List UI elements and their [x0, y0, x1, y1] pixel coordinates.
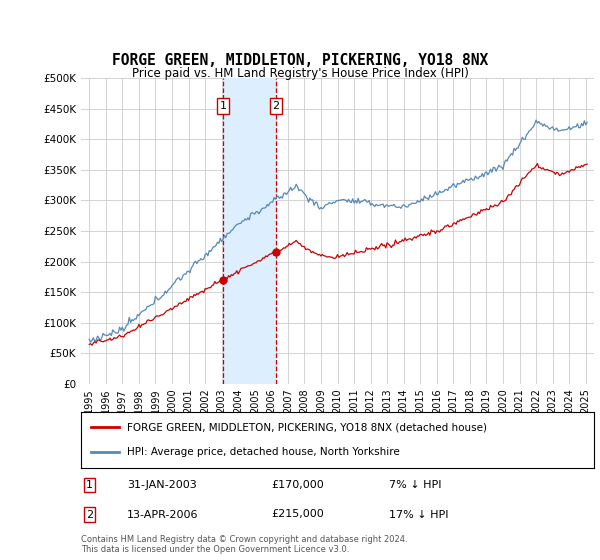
Text: 1: 1 [86, 480, 93, 490]
Text: £170,000: £170,000 [271, 480, 323, 490]
Text: 7% ↓ HPI: 7% ↓ HPI [389, 480, 442, 490]
Text: This data is licensed under the Open Government Licence v3.0.: This data is licensed under the Open Gov… [81, 544, 349, 554]
Text: FORGE GREEN, MIDDLETON, PICKERING, YO18 8NX: FORGE GREEN, MIDDLETON, PICKERING, YO18 … [112, 53, 488, 68]
Text: 2: 2 [86, 510, 93, 520]
Text: Price paid vs. HM Land Registry's House Price Index (HPI): Price paid vs. HM Land Registry's House … [131, 67, 469, 80]
Bar [223, 78, 276, 384]
Text: FORGE GREEN, MIDDLETON, PICKERING, YO18 8NX (detached house): FORGE GREEN, MIDDLETON, PICKERING, YO18 … [127, 422, 487, 432]
Text: Contains HM Land Registry data © Crown copyright and database right 2024.: Contains HM Land Registry data © Crown c… [81, 535, 407, 544]
Text: 2: 2 [272, 101, 280, 111]
Text: 31-JAN-2003: 31-JAN-2003 [127, 480, 197, 490]
Text: HPI: Average price, detached house, North Yorkshire: HPI: Average price, detached house, Nort… [127, 447, 400, 457]
Text: 17% ↓ HPI: 17% ↓ HPI [389, 510, 448, 520]
Text: 1: 1 [220, 101, 226, 111]
Text: 13-APR-2006: 13-APR-2006 [127, 510, 199, 520]
Text: £215,000: £215,000 [271, 510, 323, 520]
